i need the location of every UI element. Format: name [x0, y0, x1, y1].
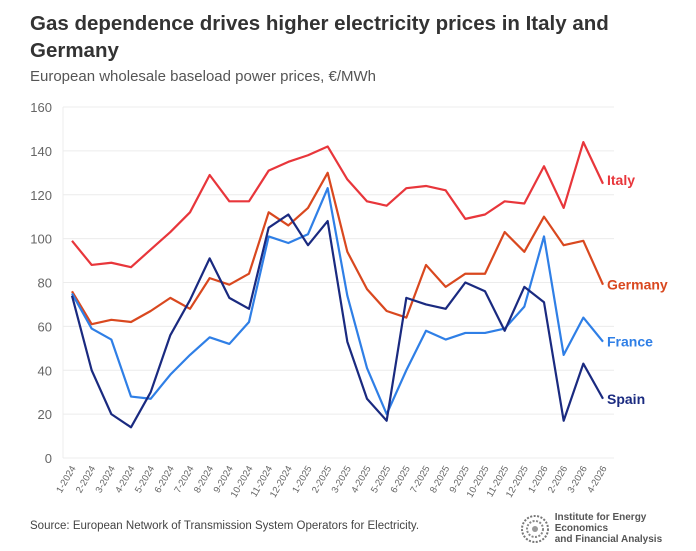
- y-tick-label: 140: [30, 144, 52, 159]
- series-line-france: [71, 187, 604, 416]
- ieefa-logo: Institute for Energy Economics and Financ…: [520, 512, 696, 545]
- y-tick-label: 100: [30, 232, 52, 247]
- y-tick-label: 20: [38, 407, 52, 422]
- source-note: Source: European Network of Transmission…: [30, 520, 420, 532]
- logo-line2: and Financial Analysis: [554, 534, 663, 545]
- series-line-spain: [70, 213, 604, 429]
- series-label-france: France: [607, 334, 653, 350]
- y-tick-label: 120: [30, 188, 52, 203]
- series-label-germany: Germany: [607, 277, 668, 293]
- y-tick-label: 40: [38, 363, 52, 378]
- logo-line1: Institute for Energy Economics: [554, 512, 647, 534]
- y-tick-label: 160: [30, 100, 52, 115]
- x-tick-label: 4-2026: [585, 464, 609, 495]
- y-tick-label: 0: [45, 451, 52, 466]
- chart-title: Gas dependence drives higher electricity…: [30, 12, 609, 62]
- globe-icon: [521, 514, 549, 543]
- series-label-spain: Spain: [607, 391, 645, 407]
- chart-subtitle: European wholesale baseload power prices…: [30, 68, 377, 85]
- series-line-italy: [71, 141, 604, 269]
- series-label-italy: Italy: [607, 172, 635, 188]
- series-line-germany: [71, 171, 605, 326]
- y-tick-label: 60: [38, 319, 52, 334]
- y-tick-label: 80: [38, 276, 52, 291]
